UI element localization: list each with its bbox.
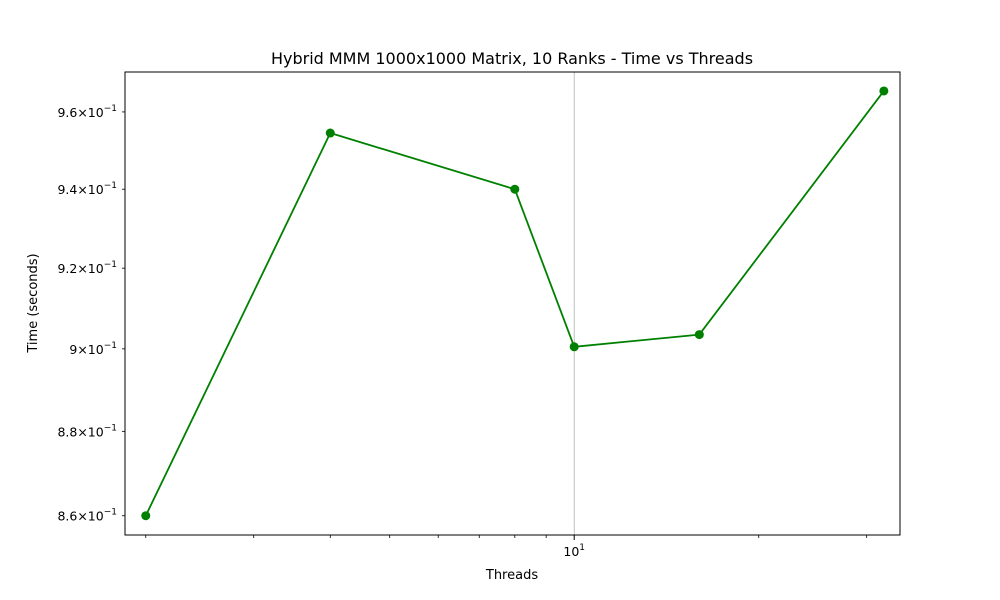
data-point [879, 86, 889, 96]
y-tick-label: 9.4×10−1 [57, 181, 117, 197]
data-point [569, 342, 579, 352]
ticks-layer: 101 8.6×10−1 8.8×10−1 9×10−1 9.2×10−1 9.4×10−… [57, 104, 868, 559]
chart-title: Hybrid MMM 1000x1000 Matrix, 10 Ranks - … [271, 49, 753, 68]
plot-frame [124, 71, 901, 536]
series-line [144, 90, 885, 517]
y-tick-label: 9×10−1 [69, 341, 117, 357]
data-point [325, 128, 335, 138]
series-layer [141, 86, 889, 521]
y-tick-label: 8.8×10−1 [57, 423, 117, 439]
y-tick-label: 9.2×10−1 [57, 260, 117, 276]
data-point [694, 330, 704, 340]
data-point [141, 511, 151, 521]
x-axis-label: Threads [485, 568, 538, 583]
data-point [510, 184, 520, 194]
y-tick-label: 9.6×10−1 [57, 104, 117, 120]
y-tick-label: 8.6×10−1 [57, 508, 117, 524]
x-tick-label: 101 [563, 543, 585, 559]
y-axis-label: Time (seconds) [26, 253, 41, 353]
